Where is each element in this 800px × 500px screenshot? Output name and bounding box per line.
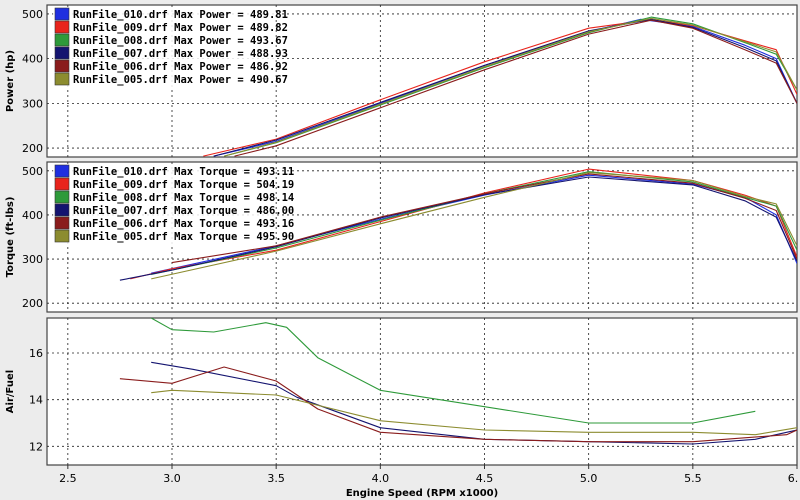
air-fuel-series-group xyxy=(119,318,797,445)
x-tick-label-4: 4.5 xyxy=(476,472,494,485)
torque-legend-swatch-0 xyxy=(54,164,70,178)
power-legend-swatch-1 xyxy=(54,20,70,34)
torque-ytick-label: 200 xyxy=(22,297,43,310)
power-series-line-4 xyxy=(234,19,797,157)
torque-series-line-4 xyxy=(171,173,797,264)
torque-series-line-2 xyxy=(151,171,797,276)
torque-legend-swatch-5 xyxy=(54,229,70,243)
x-tick-label-2: 3.5 xyxy=(267,472,285,485)
power-legend-entry-3: RunFile_007.drf Max Power = 488.93 xyxy=(73,48,288,60)
air-fuel-ytick-label: 12 xyxy=(29,440,43,453)
air-fuel-series-line-2 xyxy=(119,366,797,443)
torque-legend-swatch-4 xyxy=(54,216,70,230)
torque-axis-title: Torque (ft-lbs) xyxy=(5,197,16,278)
power-ytick-label: 300 xyxy=(22,97,43,110)
air-fuel-panel: 12 14 16 Air/Fuel 2.5 3.0 3.5 4.0 4.5 5.0 5.5 6. Eng… xyxy=(5,317,799,499)
power-legend-swatch-3 xyxy=(54,46,70,60)
x-axis-title: Engine Speed (RPM x1000) xyxy=(346,488,498,499)
torque-legend-entry-2: RunFile_008.drf Max Torque = 498.14 xyxy=(73,192,294,204)
power-legend-entry-2: RunFile_008.drf Max Power = 493.67 xyxy=(73,35,288,47)
power-axis-title: Power (hp) xyxy=(5,50,16,112)
power-legend-swatch-4 xyxy=(54,59,70,73)
power-ytick-label: 500 xyxy=(22,8,43,21)
x-tick-label-6: 5.5 xyxy=(684,472,702,485)
torque-series-line-3 xyxy=(119,176,797,281)
air-fuel-axis-title: Air/Fuel xyxy=(5,370,16,413)
torque-series-group xyxy=(119,168,797,281)
air-fuel-ytick-label: 16 xyxy=(29,347,43,360)
torque-legend-entry-4: RunFile_006.drf Max Torque = 493.16 xyxy=(73,218,294,230)
power-legend-swatch-5 xyxy=(54,72,70,86)
torque-legend-entry-1: RunFile_009.drf Max Torque = 504.19 xyxy=(73,179,294,191)
power-legend-entry-0: RunFile_010.drf Max Power = 489.81 xyxy=(73,9,288,21)
power-ytick-label: 400 xyxy=(22,53,43,66)
power-legend-entry-1: RunFile_009.drf Max Power = 489.82 xyxy=(73,22,288,34)
x-tick-label-7: 6. xyxy=(788,472,799,485)
torque-ytick-label: 300 xyxy=(22,253,43,266)
torque-legend-swatch-2 xyxy=(54,190,70,204)
torque-legend-entry-5: RunFile_005.drf Max Torque = 495.90 xyxy=(73,231,294,243)
air-fuel-series-line-0 xyxy=(150,318,756,424)
torque-legend-entry-3: RunFile_007.drf Max Torque = 486.00 xyxy=(73,205,294,217)
power-series-group xyxy=(203,16,797,157)
torque-legend-bg xyxy=(53,164,275,244)
torque-legend-entry-0: RunFile_010.drf Max Torque = 493.11 xyxy=(73,166,294,178)
torque-ytick-label: 400 xyxy=(22,209,43,222)
power-ytick-label: 200 xyxy=(22,142,43,155)
torque-legend-swatch-3 xyxy=(54,203,70,217)
torque-legend-swatch-1 xyxy=(54,177,70,191)
power-legend-swatch-2 xyxy=(54,33,70,47)
power-series-line-5 xyxy=(223,17,797,157)
air-fuel-ytick-label: 14 xyxy=(29,394,43,407)
torque-ytick-label: 500 xyxy=(22,165,43,178)
x-tick-label-3: 4.0 xyxy=(372,472,390,485)
x-tick-label-0: 2.5 xyxy=(59,472,77,485)
torque-series-line-5 xyxy=(151,172,797,280)
power-legend-bg xyxy=(53,7,275,87)
x-tick-label-5: 5.0 xyxy=(580,472,598,485)
power-legend-entry-4: RunFile_006.drf Max Power = 486.92 xyxy=(73,61,288,73)
power-series-line-1 xyxy=(203,19,797,157)
power-legend-entry-5: RunFile_005.drf Max Power = 490.67 xyxy=(73,74,288,86)
air-fuel-series-line-3 xyxy=(151,389,797,436)
power-legend-swatch-0 xyxy=(54,7,70,21)
power-panel: 200 300 400 500 Power (hp) RunFile_010.drf Ma… xyxy=(5,4,798,158)
air-fuel-plot-area xyxy=(46,317,798,466)
x-tick-label-1: 3.0 xyxy=(163,472,181,485)
torque-panel: 200 300 400 500 Torque (ft-lbs) RunFile_010.d… xyxy=(5,161,798,313)
